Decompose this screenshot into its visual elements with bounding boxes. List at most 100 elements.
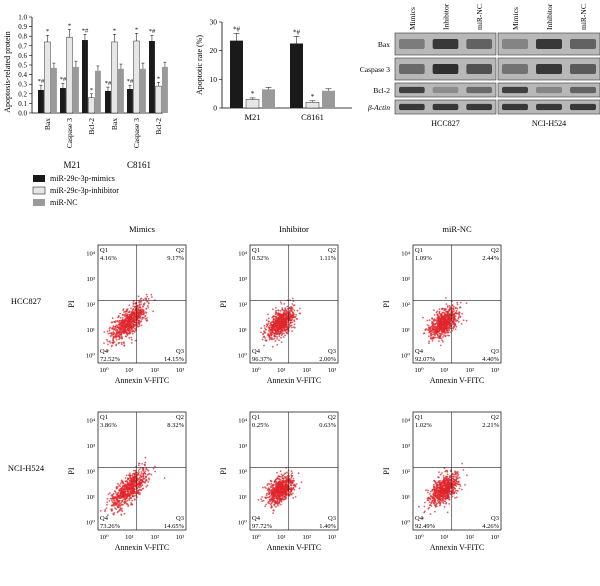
flow-event-dot bbox=[123, 502, 126, 504]
flow-event-dot bbox=[135, 494, 137, 497]
flow-event-dot bbox=[131, 503, 134, 506]
flow-event-dot bbox=[141, 308, 143, 311]
flow-event-dot bbox=[432, 336, 434, 339]
flow-event-dot bbox=[438, 482, 441, 484]
flow-event-dot bbox=[139, 313, 142, 315]
flow-event-dot bbox=[112, 325, 115, 327]
flow-y-tick-label: 10³ bbox=[402, 443, 411, 450]
flow-event-dot bbox=[433, 490, 436, 492]
flow-event-dot bbox=[112, 337, 115, 339]
flow-column-label: Inhibitor bbox=[279, 224, 309, 234]
flow-q1-value: 0.52% bbox=[252, 255, 269, 262]
flow-event-dot bbox=[438, 498, 441, 501]
flow-event-dot bbox=[265, 325, 268, 328]
flow-event-dot bbox=[275, 489, 277, 492]
flow-event-dot bbox=[452, 475, 455, 478]
flow-event-dot bbox=[452, 327, 455, 330]
flow-event-dot bbox=[286, 476, 289, 479]
flow-event-dot bbox=[459, 485, 462, 487]
flow-event-dot bbox=[439, 496, 442, 499]
flow-event-dot bbox=[441, 489, 443, 492]
flow-event-dot bbox=[276, 503, 279, 505]
flow-y-tick-label: 10⁰ bbox=[401, 353, 411, 360]
flow-event-dot bbox=[137, 471, 140, 474]
flow-event-dot bbox=[139, 320, 142, 323]
flow-event-dot bbox=[459, 301, 462, 304]
flow-event-dot bbox=[129, 329, 132, 332]
flow-event-dot bbox=[289, 314, 292, 317]
protein-bar-mimics bbox=[38, 89, 44, 113]
flow-event-dot bbox=[435, 495, 438, 498]
flow-event-dot bbox=[283, 327, 286, 330]
flow-event-dot bbox=[134, 491, 137, 494]
flow-event-dot bbox=[442, 336, 444, 338]
flow-event-dot bbox=[282, 481, 284, 484]
flow-event-dot bbox=[137, 470, 140, 472]
blot-protein-label: Caspase 3 bbox=[360, 65, 390, 74]
flow-event-dot bbox=[448, 327, 450, 329]
flow-event-dot bbox=[279, 478, 282, 481]
flow-event-dot bbox=[122, 309, 125, 311]
flow-event-dot bbox=[440, 499, 442, 502]
flow-event-dot bbox=[442, 312, 445, 314]
flow-event-dot bbox=[433, 336, 436, 339]
flow-event-dot bbox=[456, 301, 459, 304]
flow-event-dot bbox=[109, 326, 111, 329]
flow-event-dot bbox=[292, 308, 294, 310]
flow-event-dot bbox=[444, 326, 447, 329]
flow-y-tick-label: 10³ bbox=[239, 443, 248, 450]
flow-event-dot bbox=[265, 494, 268, 497]
flow-x-tick-label: 10³ bbox=[491, 367, 500, 374]
flow-event-dot bbox=[442, 326, 445, 329]
flow-event-dot bbox=[458, 487, 461, 490]
flow-event-dot bbox=[154, 470, 157, 473]
flow-q3-value: 1.40% bbox=[319, 523, 336, 530]
flow-event-dot bbox=[278, 335, 281, 337]
flow-event-dot bbox=[464, 484, 466, 486]
flow-event-dot bbox=[438, 308, 441, 310]
flow-event-dot bbox=[134, 339, 137, 342]
flow-event-dot bbox=[128, 337, 131, 339]
flow-event-dot bbox=[124, 312, 127, 315]
flow-event-dot bbox=[111, 327, 114, 330]
flow-event-dot bbox=[133, 323, 136, 326]
flow-event-dot bbox=[436, 316, 439, 319]
flow-event-dot bbox=[138, 319, 141, 322]
flow-event-dot bbox=[118, 489, 121, 492]
flow-event-dot bbox=[280, 334, 283, 337]
flow-event-dot bbox=[279, 322, 282, 325]
flow-event-dot bbox=[119, 485, 121, 488]
flow-event-dot bbox=[111, 333, 114, 336]
flow-event-dot bbox=[147, 297, 150, 300]
blot-band bbox=[399, 86, 425, 94]
flow-event-dot bbox=[273, 318, 276, 321]
flow-event-dot bbox=[283, 476, 286, 478]
flow-event-dot bbox=[110, 345, 113, 348]
flow-event-dot bbox=[279, 324, 282, 326]
legend-swatch-mimics bbox=[33, 175, 45, 182]
flow-event-dot bbox=[140, 476, 143, 478]
flow-event-dot bbox=[269, 322, 272, 325]
flow-y-tick-label: 10⁴ bbox=[238, 251, 248, 258]
flow-event-dot bbox=[284, 307, 286, 309]
flow-event-dot bbox=[293, 309, 296, 312]
flow-event-dot bbox=[124, 315, 126, 317]
flow-event-dot bbox=[455, 479, 457, 482]
flow-event-dot bbox=[284, 472, 287, 475]
flow-event-dot bbox=[137, 489, 140, 492]
flow-event-dot bbox=[118, 497, 121, 499]
flow-event-dot bbox=[271, 484, 273, 487]
flow-event-dot bbox=[116, 502, 119, 504]
flow-event-dot bbox=[123, 512, 126, 515]
flow-event-dot bbox=[291, 326, 293, 329]
flow-event-dot bbox=[134, 321, 137, 324]
flow-event-dot bbox=[276, 471, 278, 474]
flow-event-dot bbox=[275, 506, 277, 508]
flow-event-dot bbox=[267, 317, 270, 320]
flow-event-dot bbox=[104, 509, 107, 511]
flow-event-dot bbox=[106, 501, 109, 504]
flow-event-dot bbox=[442, 482, 445, 484]
protein-bar-nc bbox=[95, 70, 101, 113]
